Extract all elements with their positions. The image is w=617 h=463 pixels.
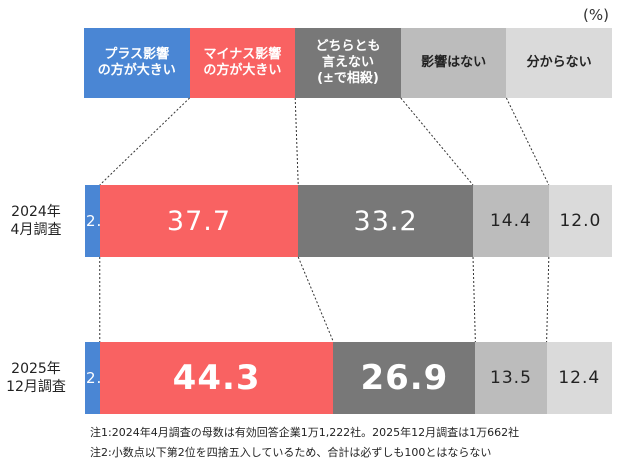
bar-segment: 33.2	[298, 185, 473, 257]
data-label: 14.4	[489, 211, 532, 231]
data-label: 26.9	[360, 358, 449, 398]
connector-line	[99, 97, 190, 186]
data-label: 12.4	[558, 368, 601, 388]
bar-segment: 44.3	[99, 342, 334, 414]
data-label: 13.5	[490, 368, 532, 388]
category-label: 2025年 12月調査	[6, 361, 66, 395]
note-2: 注2:小数点以下第2位を四捨五入しているため、合計は必ずしも100とはならない	[90, 446, 492, 459]
legend-entry: 影響はない	[400, 28, 507, 98]
bar-segment: 13.5	[475, 342, 547, 414]
data-label: 33.2	[353, 205, 418, 237]
legend-entry: マイナス影響 の方が大きい	[189, 28, 296, 98]
bar-segment: 26.9	[333, 342, 476, 414]
category-label: 2024年 4月調査	[10, 204, 62, 238]
legend-entry: プラス影響 の方が大きい	[84, 28, 190, 98]
unit-label: (%)	[583, 6, 609, 24]
data-label: 12.0	[559, 211, 602, 231]
connector-line	[472, 256, 476, 343]
data-label: 37.7	[166, 205, 232, 237]
bar-segment: 12.0	[548, 185, 612, 257]
note-1: 注1:2024年4月調査の母数は有効回答企業1万1,222社。2025年12月調…	[90, 426, 520, 439]
connector-line	[297, 256, 334, 343]
legend-entry: 分からない	[506, 28, 612, 98]
connector-line	[505, 97, 550, 186]
bar-segment: 2.8	[85, 185, 112, 257]
bar-segment: 2.8	[85, 342, 112, 414]
legend-entry: どちらとも 言えない (±で相殺)	[295, 28, 401, 98]
connector-line	[400, 97, 474, 186]
bar-segment: 14.4	[473, 185, 549, 257]
connector-line	[294, 97, 299, 186]
connector-line	[546, 256, 550, 343]
bar-segment: 37.7	[99, 185, 299, 257]
bar-segment: 12.4	[546, 342, 612, 414]
data-label: 44.3	[172, 358, 261, 398]
